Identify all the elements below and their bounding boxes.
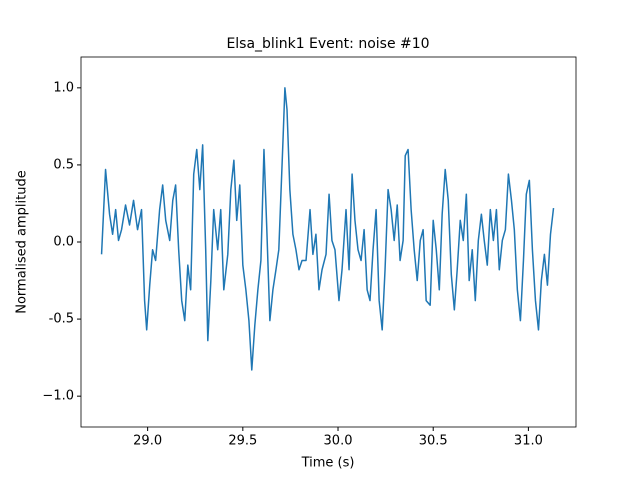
line [100, 87, 555, 371]
y-tick-label: 1.0 [53, 80, 74, 95]
x-axis-label: Time (s) [301, 456, 355, 471]
y-tick-label: 0.5 [53, 157, 74, 172]
y-tick-label: -0.5 [49, 312, 74, 327]
x-tick-label: 30.5 [419, 434, 448, 449]
y-tick-label: −1.0 [42, 389, 74, 404]
plot-frame [80, 56, 577, 428]
x-tick-label: 29.5 [228, 434, 257, 449]
chart-title: Elsa_blink1 Event: noise #10 [226, 36, 429, 52]
x-tick-label: 29.0 [133, 434, 162, 449]
y-tick-label: 0.0 [53, 235, 74, 250]
x-tick-label: 30.0 [324, 434, 353, 449]
x-tick-label: 31.0 [514, 434, 543, 449]
y-axis-label: Normalised amplitude [15, 170, 30, 314]
